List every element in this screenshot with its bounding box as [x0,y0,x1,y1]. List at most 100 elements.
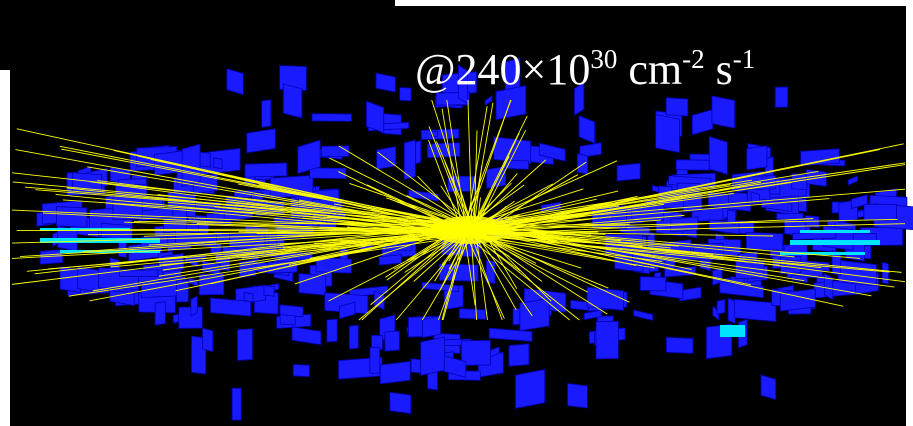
particle-track [469,230,503,321]
calorimeter-block [774,86,789,108]
particle-track [471,229,902,273]
calorimeter-block [119,269,159,277]
unit-s: s [704,45,733,94]
unit-s-exponent: -1 [732,44,756,74]
calorimeter-block [181,143,201,188]
calorimeter-block [727,297,736,324]
calorimeter-block [298,273,327,296]
calorimeter-block [457,64,468,105]
calorimeter-block [485,259,496,285]
particle-track [463,224,906,283]
particle-track [59,145,463,227]
particle-track [11,209,463,231]
particle-track [467,99,473,225]
calorimeter-block [389,391,412,414]
calorimeter-block [493,136,532,165]
calorimeter-block [728,192,748,204]
calorimeter-block [745,231,784,251]
calorimeter-block [639,276,667,292]
luminosity-exponent: 30 [590,44,618,74]
particle-track [55,193,464,235]
calorimeter-block [488,327,533,342]
particle-track [110,233,470,268]
calorimeter-block [792,231,837,241]
calorimeter-block [691,108,714,136]
calorimeter-block [56,206,88,228]
calorimeter-block [77,266,101,293]
calorimeter-block [665,97,689,117]
calorimeter-block [399,87,412,102]
calorimeter-block [226,68,244,96]
calorimeter-block [708,136,728,176]
calorimeter-block [519,298,550,332]
calorimeter-block [438,263,479,282]
calorimeter-block [291,326,322,346]
particle-track [210,224,472,285]
particle-track [475,231,895,288]
calorimeter-block [243,291,254,303]
calorimeter-block [727,209,736,225]
particle-track [338,145,481,231]
particle-track [12,181,479,226]
calorimeter-block [100,222,133,241]
particle-track [428,140,463,229]
highlight-slab [780,252,865,255]
calorimeter-block [39,249,63,265]
calorimeter-block [711,95,735,129]
calorimeter-block [881,261,889,285]
calorimeter-block [484,94,493,107]
particle-track [431,99,473,227]
particle-track [26,229,469,272]
calorimeter-block [863,203,897,221]
particle-track [469,159,547,228]
calorimeter-block [420,336,445,376]
calorimeter-block [508,343,530,367]
calorimeter-block [460,339,491,366]
calorimeter-block [244,162,288,178]
highlight-slab [720,325,745,337]
particle-track [444,161,470,226]
calorimeter-block [315,257,352,274]
calorimeter-block [231,387,242,421]
particle-track [479,226,872,297]
calorimeter-block [326,318,338,343]
particle-tracks [11,99,906,321]
unit-cm-exponent: -2 [682,44,705,74]
calorimeter-block [198,273,225,296]
particle-track [466,99,512,226]
calorimeter-block [495,85,527,121]
calorimeter-block [576,152,589,175]
calorimeter-block [750,191,760,205]
particle-track [463,198,830,230]
calorimeter-block [279,304,304,318]
calorimeter-block [297,139,321,175]
calorimeter-block [378,254,402,266]
particle-track [474,224,795,258]
calorimeter-block [366,100,385,134]
calorimeter-block [321,145,350,158]
calorimeter-block [431,130,438,138]
calorimeter-block [371,334,383,351]
calorimeter-block [311,113,353,122]
particle-track [16,128,470,229]
calorimeter-block [213,157,223,170]
calorimeter-block [735,260,765,279]
calorimeter-block [324,292,369,315]
calorimeter-block [237,328,253,362]
particle-track [466,106,488,225]
particle-track [470,164,906,232]
particle-track [472,235,580,321]
calorimeter-block [515,368,546,409]
calorimeter-block [309,167,347,180]
calorimeter-block [578,115,596,144]
luminosity-base: @240×10 [415,45,591,94]
calorimeter-block [716,299,726,315]
calorimeter-block [426,142,461,159]
particle-track [470,231,589,293]
calorimeter-block [776,212,804,220]
calorimeter-block [586,286,624,311]
particle-track [465,223,906,235]
particle-track [89,229,466,302]
